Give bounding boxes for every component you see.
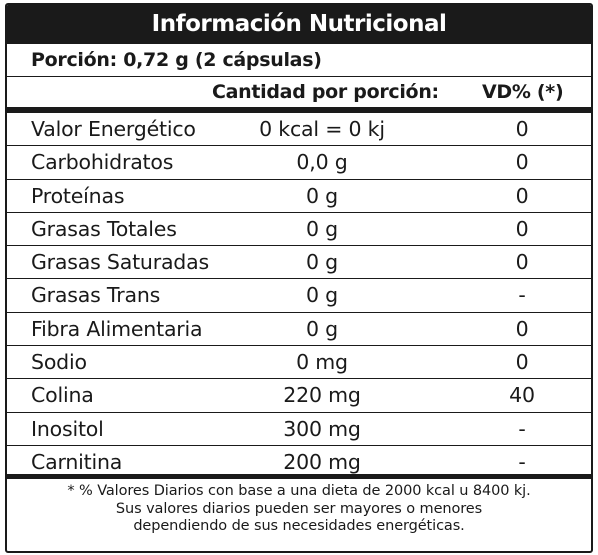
table-row: Sodio 0 mg 0 <box>7 346 591 380</box>
nutrient-name: Fibra Alimentaria <box>31 316 203 341</box>
nutrient-dv: - <box>518 283 526 308</box>
nutrient-name: Carnitina <box>31 449 123 474</box>
table-row: Inositol 300 mg - <box>7 413 591 446</box>
nutrient-dv: - <box>518 416 526 441</box>
nutrient-name: Grasas Trans <box>31 283 161 308</box>
nutrient-amount: 0 g <box>306 316 338 341</box>
serving-size: Porción: 0,72 g (2 cápsulas) <box>7 44 591 77</box>
table-row: Grasas Totales 0 g 0 <box>7 213 591 247</box>
nutrient-name: Valor Energético <box>31 117 196 141</box>
table-row: Grasas Trans 0 g - <box>7 279 591 313</box>
nutrient-amount: 220 mg <box>283 383 361 408</box>
footnote-line: Sus valores diarios pueden ser mayores o… <box>115 500 483 517</box>
nutrient-name: Carbohidratos <box>31 150 174 175</box>
nutrient-dv: 0 <box>515 117 529 141</box>
nutrient-dv: 0 <box>515 183 529 208</box>
nutrient-dv: 0 <box>515 350 529 375</box>
nutrient-amount: 0 g <box>306 250 338 275</box>
daily-value-column-header: VD% (*) <box>482 81 564 103</box>
label-title: Información Nutricional <box>7 5 591 44</box>
table-row: Carbohidratos 0,0 g 0 <box>7 146 591 180</box>
nutrient-name: Colina <box>31 383 94 408</box>
nutrient-dv: - <box>518 449 526 474</box>
footnote: * % Valores Diarios con base a una dieta… <box>7 479 591 536</box>
table-row: Valor Energético 0 kcal = 0 kj 0 <box>7 113 591 147</box>
nutrient-amount: 200 mg <box>283 449 361 474</box>
nutrient-name: Inositol <box>31 416 104 441</box>
nutrient-dv: 0 <box>515 216 529 241</box>
nutrient-amount: 0 g <box>306 283 338 308</box>
nutrient-dv: 40 <box>509 383 535 408</box>
table-row: Fibra Alimentaria 0 g 0 <box>7 313 591 347</box>
footnote-line: dependiendo de sus necesidades energétic… <box>133 518 465 535</box>
nutrient-name: Grasas Totales <box>31 216 177 241</box>
nutrient-dv: 0 <box>515 250 529 275</box>
nutrient-name: Grasas Saturadas <box>31 250 209 275</box>
amount-column-header: Cantidad por porción: <box>212 81 439 103</box>
nutrient-amount: 0 g <box>306 183 338 208</box>
nutrient-rows: Valor Energético 0 kcal = 0 kj 0 Carbohi… <box>7 113 591 480</box>
nutrient-amount: 0 kcal = 0 kj <box>259 117 385 141</box>
nutrition-facts-label: Información Nutricional Porción: 0,72 g … <box>5 3 593 553</box>
table-row: Proteínas 0 g 0 <box>7 180 591 213</box>
nutrient-amount: 0 g <box>306 216 338 241</box>
nutrient-amount: 0,0 g <box>296 150 348 175</box>
footnote-line: * % Valores Diarios con base a una dieta… <box>67 483 531 500</box>
nutrient-name: Proteínas <box>31 183 125 208</box>
table-row: Carnitina 200 mg - <box>7 446 591 480</box>
column-headers: Cantidad por porción: VD% (*) <box>7 77 591 113</box>
table-row: Colina 220 mg 40 <box>7 379 591 413</box>
nutrient-amount: 0 mg <box>296 350 348 375</box>
nutrient-name: Sodio <box>31 350 87 375</box>
table-row: Grasas Saturadas 0 g 0 <box>7 246 591 280</box>
nutrient-dv: 0 <box>515 150 529 175</box>
nutrient-dv: 0 <box>515 316 529 341</box>
nutrient-amount: 300 mg <box>283 416 361 441</box>
